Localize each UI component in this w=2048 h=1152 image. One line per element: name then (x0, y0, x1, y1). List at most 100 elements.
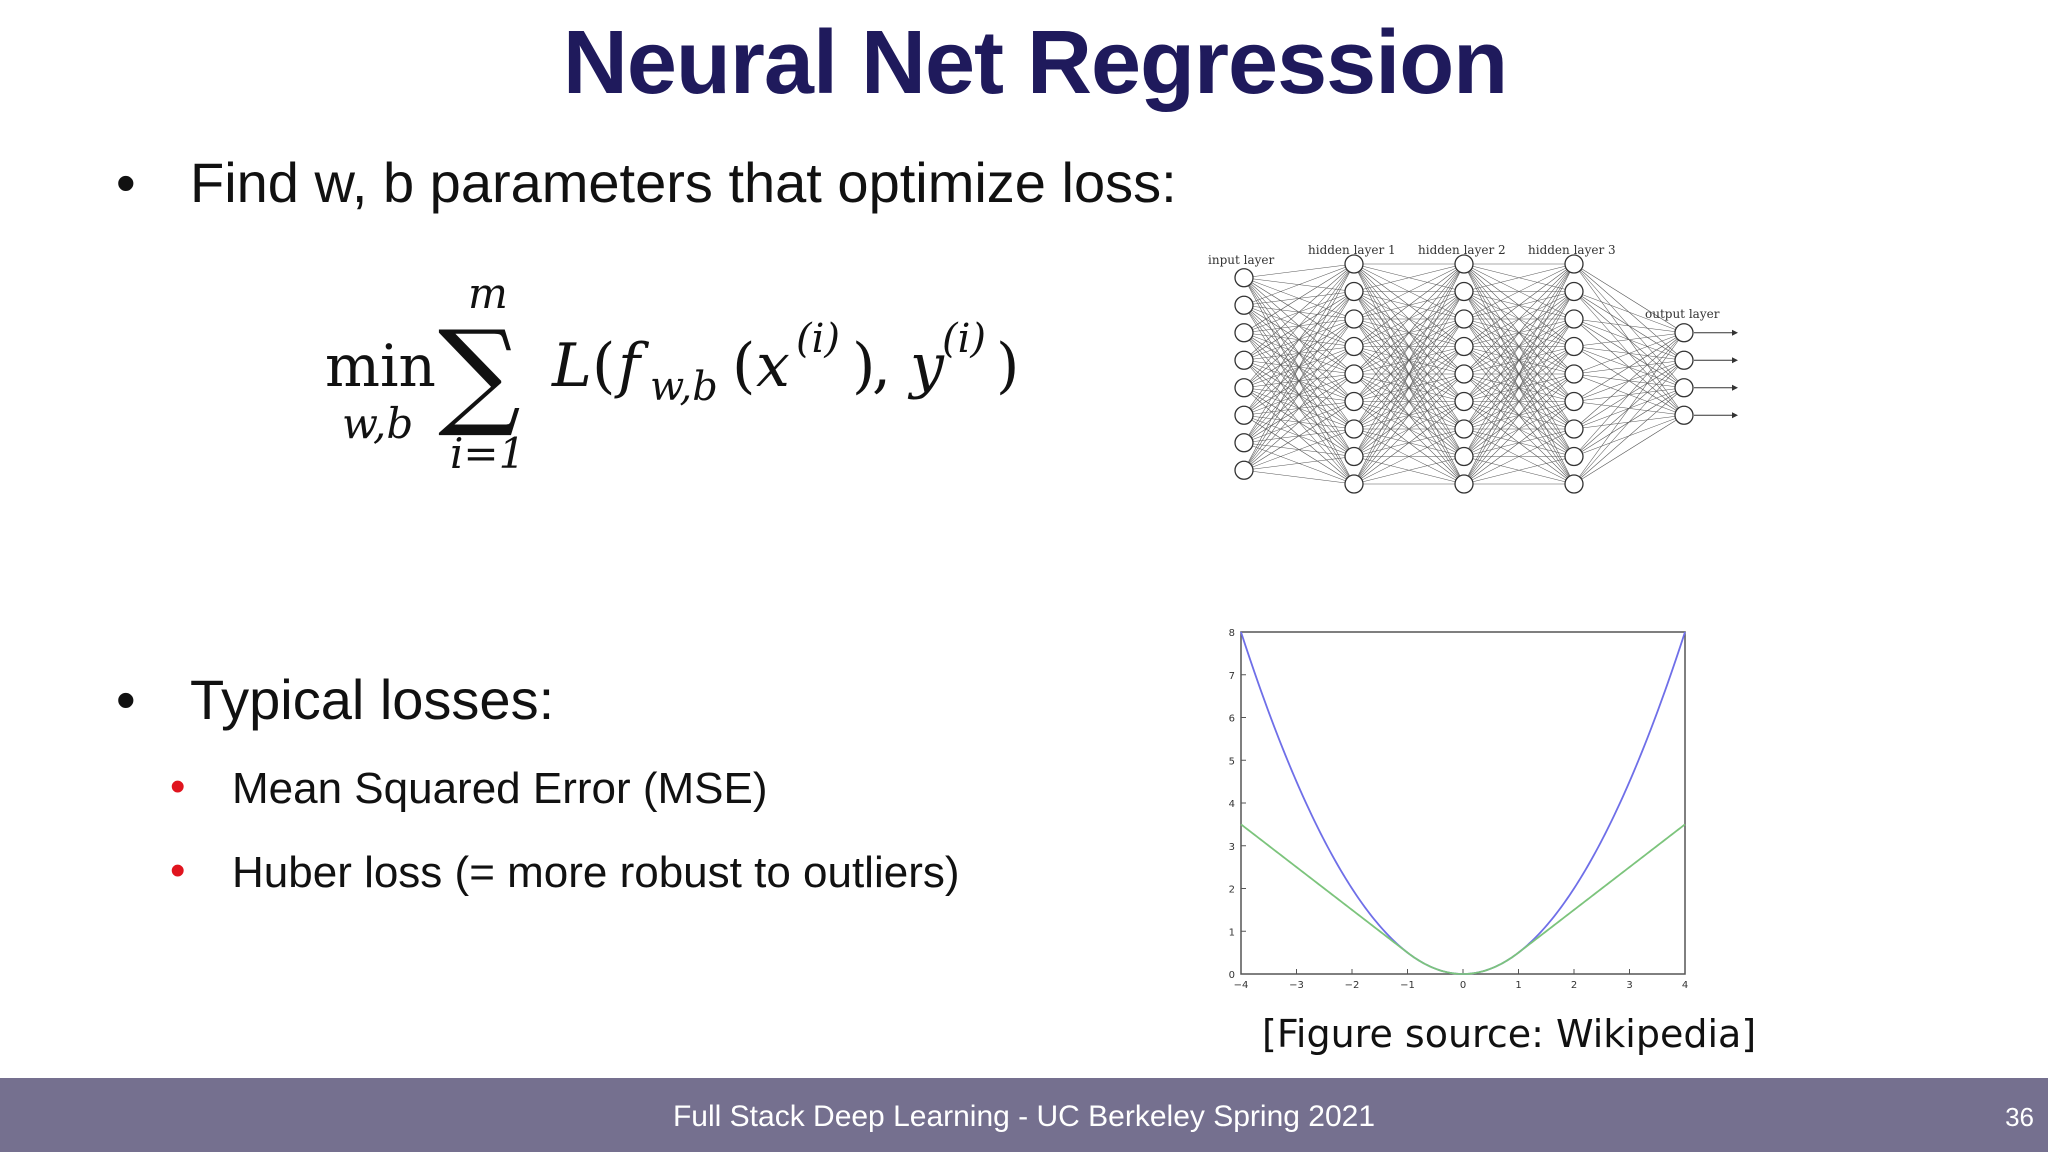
plot-frame (1240, 631, 1686, 975)
connection (1463, 373, 1575, 485)
neuron (1564, 336, 1584, 357)
figure-caption: [Figure source: Wikipedia] (1262, 1012, 1757, 1056)
connection (1463, 263, 1575, 347)
connection (1463, 346, 1575, 485)
neuron (1344, 281, 1364, 302)
loss-formula: min w,b m ∑ i=1 L ( f w,b ( x (i) ) , y … (325, 269, 1019, 478)
plot-ticks: −4 −3 −2 −1 0 1 2 3 4 0 1 2 3 4 5 6 7 8 (1229, 628, 1689, 988)
bullet-text: Typical losses: (190, 668, 555, 731)
connection (1243, 469, 1355, 485)
neuron (1454, 474, 1474, 494)
huber-curve (1240, 823, 1686, 975)
neuron (1454, 391, 1474, 412)
connection (1353, 263, 1465, 292)
connection (1463, 428, 1575, 485)
formula-open-paren-1: ( (592, 331, 615, 401)
bullet-dot: • (116, 668, 136, 731)
sub-item-text: Huber loss (= more robust to outliers) (232, 848, 960, 897)
y-tick-label: 5 (1229, 756, 1235, 767)
connection (1243, 263, 1355, 471)
sub-item-huber: • Huber loss (= more robust to outliers) (170, 846, 960, 898)
formula-comma: , (872, 331, 891, 401)
neuron (1564, 446, 1584, 467)
connection (1353, 318, 1465, 485)
connection (1463, 263, 1575, 430)
formula-f: f (614, 331, 650, 401)
sub-bullet-dot: • (170, 762, 186, 811)
sub-item-text: Mean Squared Error (MSE) (232, 764, 768, 813)
connection (1243, 291, 1355, 471)
connection (1353, 263, 1465, 485)
connection (1463, 263, 1575, 485)
neuron (1234, 295, 1254, 315)
neuron (1344, 446, 1364, 467)
connection (1243, 263, 1355, 361)
neuron (1674, 350, 1694, 370)
label-input-layer: input layer (1208, 253, 1274, 267)
connection (1243, 263, 1355, 333)
x-tick-label: 2 (1571, 980, 1577, 988)
neuron (1564, 364, 1584, 384)
output-arrows (1694, 329, 1738, 419)
connection (1463, 263, 1575, 402)
formula-L: L (551, 331, 592, 401)
connection (1573, 332, 1685, 485)
connection (1573, 332, 1685, 430)
connection (1243, 263, 1355, 279)
connection (1353, 263, 1465, 430)
connection (1353, 401, 1465, 485)
connection (1353, 263, 1465, 402)
y-tick-label: 8 (1229, 628, 1235, 639)
x-tick-label: −1 (1400, 980, 1415, 988)
connection (1353, 263, 1465, 347)
neuron (1454, 309, 1474, 329)
network-connections (1243, 263, 1685, 485)
connection (1353, 263, 1465, 457)
neuron (1454, 254, 1474, 274)
neuron (1564, 309, 1584, 329)
output-arrow-head (1732, 329, 1738, 336)
connection (1463, 263, 1575, 320)
x-tick-label: 1 (1515, 980, 1521, 988)
connection (1243, 263, 1355, 443)
footer-bar: Full Stack Deep Learning - UC Berkeley S… (0, 1078, 2048, 1152)
connection (1573, 415, 1685, 485)
connection (1243, 263, 1355, 416)
connection (1243, 373, 1355, 471)
connection (1243, 456, 1355, 471)
connection (1243, 428, 1355, 471)
neuron (1234, 405, 1254, 425)
connection (1573, 318, 1685, 334)
connection (1573, 332, 1685, 347)
connection (1463, 291, 1575, 485)
bullet-typical-losses: • Typical losses: (116, 667, 555, 732)
sub-bullet-dot: • (170, 846, 186, 895)
label-output-layer: output layer (1645, 307, 1720, 321)
connection (1463, 318, 1575, 485)
connection (1463, 263, 1575, 457)
neuron (1564, 474, 1584, 494)
x-tick-label: −4 (1234, 980, 1249, 988)
y-tick-label: 2 (1229, 885, 1235, 896)
connection (1353, 263, 1465, 375)
connection (1353, 456, 1465, 485)
neuron (1344, 474, 1364, 494)
slide-title: Neural Net Regression (562, 13, 1508, 113)
connection (1573, 360, 1685, 485)
neuron (1564, 254, 1584, 274)
page-number: 36 (2005, 1102, 2034, 1132)
connection (1353, 373, 1465, 485)
loss-comparison-plot: −4 −3 −2 −1 0 1 2 3 4 0 1 2 3 4 5 6 7 8 (1229, 628, 1689, 988)
y-tick-label: 7 (1229, 671, 1235, 682)
connection (1573, 387, 1685, 485)
formula-y: y (907, 331, 945, 401)
neuron (1674, 323, 1694, 343)
y-tick-label: 4 (1229, 799, 1235, 810)
x-tick-label: −3 (1289, 980, 1304, 988)
connection (1573, 263, 1685, 333)
neuron (1344, 419, 1364, 439)
connection (1243, 401, 1355, 471)
label-hidden-layer-3: hidden layer 3 (1528, 243, 1616, 257)
neuron (1344, 391, 1364, 412)
neuron (1454, 419, 1474, 439)
